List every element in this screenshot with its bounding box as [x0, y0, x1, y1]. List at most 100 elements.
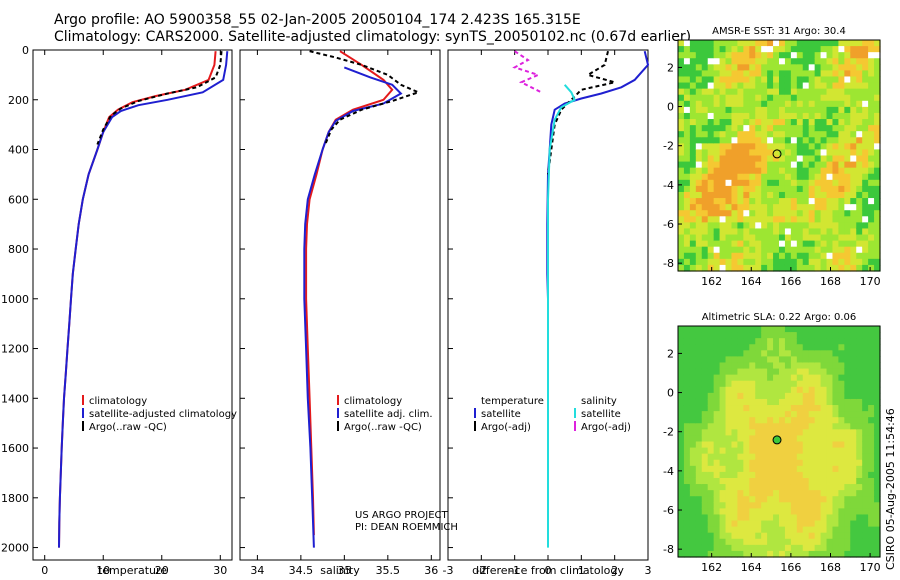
sst-map-cell [683, 46, 691, 53]
sla-map-cell [713, 392, 721, 400]
sla-map-cell [856, 356, 863, 364]
sst-map-cell [731, 40, 739, 47]
sst-map-cell [826, 167, 834, 175]
difference-series-temperature-argo-adj- [547, 50, 615, 175]
sla-map-cell [779, 508, 786, 516]
sla-map-cell [761, 520, 768, 528]
sla-map-cell [683, 350, 691, 357]
sst-map-cell [713, 52, 721, 59]
sst-map-cell [707, 82, 715, 90]
sla-map-cell [749, 459, 756, 467]
sla-map-cell [802, 502, 810, 509]
sst-map-cell [695, 161, 703, 169]
sst-map-cell [701, 40, 709, 47]
sst-map-cell [749, 264, 756, 272]
sla-map-cell [743, 484, 750, 491]
sst-map-cell [838, 58, 845, 65]
sst-map-cell [773, 161, 780, 169]
sst-map-cell [767, 185, 774, 193]
sla-map-cell [790, 526, 798, 534]
sst-map-cell [844, 58, 851, 65]
sst-map-cell [868, 58, 875, 65]
sla-map-cell [755, 392, 762, 400]
sst-map-cell [868, 94, 875, 102]
sla-map-cell [695, 417, 703, 424]
sst-map-cell [868, 252, 875, 260]
sla-map-cell [707, 514, 715, 522]
sst-map-cell [820, 240, 828, 248]
sla-map-cell [820, 405, 828, 412]
sla-map-cell [755, 544, 762, 552]
sst-map-cell [737, 52, 744, 59]
sla-map-cell [749, 374, 756, 382]
sst-map-cell [737, 131, 744, 138]
sla-map-cell [707, 332, 715, 339]
sla-map-cell [683, 514, 691, 522]
sla-map-cell [868, 465, 875, 473]
sla-map-cell [695, 441, 703, 449]
sst-map-cell [719, 222, 727, 230]
sla-map-cell [737, 441, 744, 449]
sst-map-cell [761, 112, 768, 120]
sla-map-cell [683, 417, 691, 424]
sla-map-cell [773, 386, 780, 394]
sst-map-cell [695, 167, 703, 175]
sst-map-cell [844, 234, 851, 242]
sst-map-cell [773, 155, 780, 163]
sla-map-cell [773, 520, 780, 528]
sst-map-cell [683, 149, 691, 157]
sst-map-cell [790, 185, 798, 193]
sst-map-cell [850, 258, 857, 266]
sst-map-cell [713, 64, 721, 71]
sst-map-cell [737, 191, 744, 199]
sst-map-cell [832, 173, 840, 181]
sst-map-cell [868, 185, 875, 193]
sla-map-ytick-label: -8 [663, 543, 674, 556]
sla-map-cell [844, 398, 851, 406]
sla-map-cell [695, 326, 703, 333]
sst-map-cell [832, 149, 840, 157]
sla-map-cell [784, 332, 792, 339]
sst-map-cell [719, 155, 727, 163]
sla-map-cell [725, 423, 733, 430]
sst-map-cell [814, 64, 822, 71]
sla-map-cell [820, 484, 828, 491]
sla-map-cell [707, 338, 715, 345]
sla-map-cell [683, 453, 691, 461]
sst-map-cell [874, 76, 881, 84]
sst-map-cell [761, 228, 768, 236]
sla-map-cell [773, 338, 780, 345]
sst-map-cell [779, 52, 786, 59]
sla-map-cell [790, 490, 798, 497]
sla-map-cell [856, 332, 863, 339]
sla-map-cell [678, 471, 685, 479]
sla-map-cell [773, 362, 780, 370]
sst-map-cell [773, 143, 780, 151]
sla-map-cell [844, 344, 851, 351]
sla-map-cell [737, 484, 744, 491]
sla-map-cell [874, 447, 881, 455]
sla-map-cell [695, 471, 703, 479]
sla-map-cell [713, 520, 721, 528]
sla-map-cell [796, 526, 804, 534]
sla-map-cell [731, 441, 739, 449]
sla-map-cell [755, 368, 762, 376]
sla-map-cell [695, 465, 703, 473]
sst-map-cell [701, 204, 709, 211]
sla-map-cell [695, 502, 703, 509]
sla-map-cell [695, 362, 703, 370]
sst-map-cell [707, 204, 715, 211]
sla-map-cell [820, 544, 828, 552]
sla-map-cell [749, 490, 756, 497]
sla-map-cell [773, 453, 780, 461]
sst-map-cell [731, 210, 739, 217]
sst-map-cell [826, 46, 834, 53]
sst-map-cell [737, 70, 744, 78]
sla-map-cell [749, 386, 756, 394]
sla-map-cell [731, 344, 739, 351]
sst-map-cell [874, 106, 881, 114]
sla-map-cell [695, 459, 703, 467]
sla-map-cell [743, 550, 750, 558]
sst-map-cell [779, 191, 786, 199]
sla-map-cell [755, 550, 762, 558]
